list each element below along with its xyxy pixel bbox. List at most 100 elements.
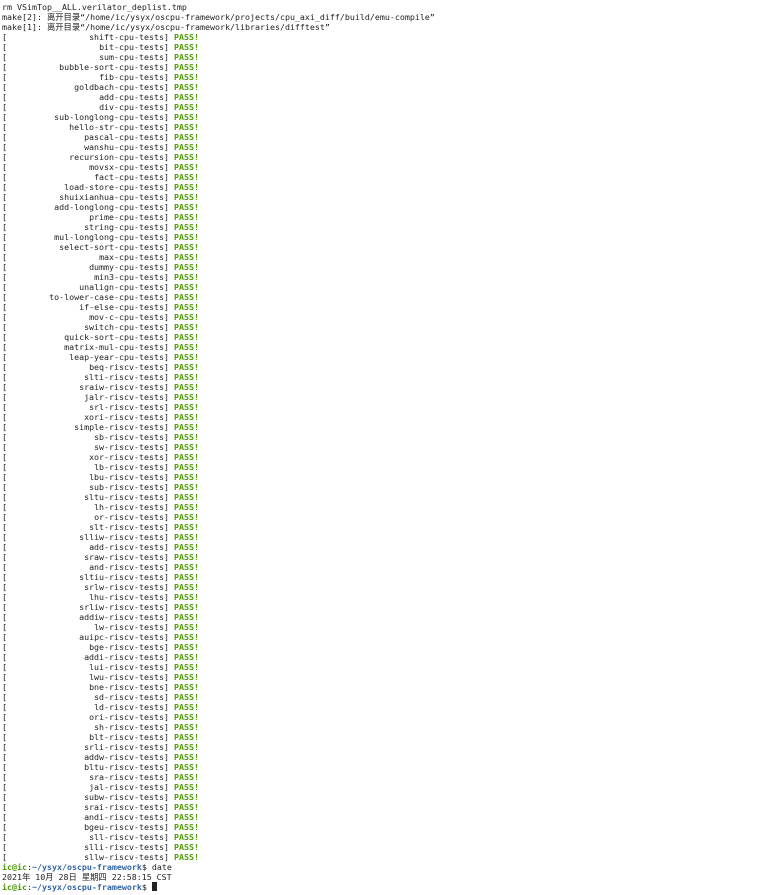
pass-status: PASS! — [174, 682, 199, 692]
bracket-open: [ — [2, 82, 7, 92]
bracket-close: ] — [164, 532, 169, 542]
bracket-open: [ — [2, 662, 7, 672]
pass-status: PASS! — [174, 162, 199, 172]
bracket-open: [ — [2, 632, 7, 642]
test-result-line: [slti-riscv-tests] PASS! — [2, 372, 774, 382]
test-name: div-cpu-tests — [99, 102, 164, 112]
bracket-close: ] — [164, 452, 169, 462]
test-name: bit-cpu-tests — [99, 42, 164, 52]
pass-status: PASS! — [174, 562, 199, 572]
test-result-line: [lbu-riscv-tests] PASS! — [2, 472, 774, 482]
test-name: or-riscv-tests — [94, 512, 164, 522]
pass-status: PASS! — [174, 82, 199, 92]
test-name: sb-riscv-tests — [94, 432, 164, 442]
pass-status: PASS! — [174, 462, 199, 472]
bracket-close: ] — [164, 522, 169, 532]
bracket-close: ] — [164, 72, 169, 82]
test-name: sh-riscv-tests — [94, 722, 164, 732]
test-name: bgeu-riscv-tests — [84, 822, 164, 832]
test-result-line: [div-cpu-tests] PASS! — [2, 102, 774, 112]
pass-status: PASS! — [174, 52, 199, 62]
test-name: pascal-cpu-tests — [84, 132, 164, 142]
pass-status: PASS! — [174, 352, 199, 362]
test-result-line: [sllw-riscv-tests] PASS! — [2, 852, 774, 862]
prompt-separator: : — [26, 882, 32, 892]
pass-status: PASS! — [174, 512, 199, 522]
bracket-open: [ — [2, 302, 7, 312]
bracket-close: ] — [164, 442, 169, 452]
date-output-line: 2021年 10月 28日 星期四 22:58:15 CST — [2, 872, 172, 882]
prompt-line-current[interactable]: ic@ic:~/ysyx/oscpu-framework$ — [2, 882, 774, 892]
pass-status: PASS! — [174, 362, 199, 372]
bracket-open: [ — [2, 102, 7, 112]
test-result-line: [dummy-cpu-tests] PASS! — [2, 262, 774, 272]
pass-status: PASS! — [174, 252, 199, 262]
bracket-close: ] — [164, 332, 169, 342]
bracket-close: ] — [164, 572, 169, 582]
pass-status: PASS! — [174, 792, 199, 802]
test-result-line: [leap-year-cpu-tests] PASS! — [2, 352, 774, 362]
pass-status: PASS! — [174, 692, 199, 702]
test-result-line: [addi-riscv-tests] PASS! — [2, 652, 774, 662]
bracket-open: [ — [2, 712, 7, 722]
prompt-user-host: ic@ic — [2, 882, 27, 892]
test-result-line: [jal-riscv-tests] PASS! — [2, 782, 774, 792]
test-result-line: [bubble-sort-cpu-tests] PASS! — [2, 62, 774, 72]
test-name: add-cpu-tests — [99, 92, 164, 102]
bracket-close: ] — [164, 102, 169, 112]
pass-status: PASS! — [174, 142, 199, 152]
bracket-open: [ — [2, 682, 7, 692]
bracket-open: [ — [2, 232, 7, 242]
bracket-close: ] — [164, 822, 169, 832]
pass-status: PASS! — [174, 812, 199, 822]
test-name: shift-cpu-tests — [89, 32, 164, 42]
test-name: ld-riscv-tests — [94, 702, 164, 712]
bracket-open: [ — [2, 752, 7, 762]
pass-status: PASS! — [174, 502, 199, 512]
pass-status: PASS! — [174, 832, 199, 842]
bracket-close: ] — [164, 752, 169, 762]
command-text: date — [151, 862, 172, 872]
bracket-close: ] — [164, 792, 169, 802]
pass-status: PASS! — [174, 552, 199, 562]
pass-status: PASS! — [174, 312, 199, 322]
pass-status: PASS! — [174, 432, 199, 442]
bracket-close: ] — [164, 172, 169, 182]
pass-status: PASS! — [174, 122, 199, 132]
pass-status: PASS! — [174, 272, 199, 282]
bracket-open: [ — [2, 402, 7, 412]
bracket-close: ] — [164, 62, 169, 72]
pass-status: PASS! — [174, 332, 199, 342]
bracket-open: [ — [2, 172, 7, 182]
test-result-line: [add-longlong-cpu-tests] PASS! — [2, 202, 774, 212]
bracket-close: ] — [164, 192, 169, 202]
test-result-line: [sltiu-riscv-tests] PASS! — [2, 572, 774, 582]
test-name: lh-riscv-tests — [94, 502, 164, 512]
test-name: and-riscv-tests — [89, 562, 164, 572]
bracket-close: ] — [164, 322, 169, 332]
test-name: min3-cpu-tests — [94, 272, 164, 282]
bracket-close: ] — [164, 732, 169, 742]
text-cursor[interactable] — [151, 882, 157, 891]
pass-status: PASS! — [174, 702, 199, 712]
pass-status: PASS! — [174, 232, 199, 242]
bracket-open: [ — [2, 152, 7, 162]
pass-status: PASS! — [174, 322, 199, 332]
test-result-line: [sd-riscv-tests] PASS! — [2, 692, 774, 702]
bracket-open: [ — [2, 182, 7, 192]
bracket-open: [ — [2, 432, 7, 442]
bracket-close: ] — [164, 842, 169, 852]
test-name: mov-c-cpu-tests — [89, 312, 164, 322]
pass-status: PASS! — [174, 72, 199, 82]
bracket-open: [ — [2, 422, 7, 432]
bracket-open: [ — [2, 652, 7, 662]
test-name: sub-longlong-cpu-tests — [54, 112, 164, 122]
bracket-close: ] — [164, 112, 169, 122]
bracket-open: [ — [2, 672, 7, 682]
pass-status: PASS! — [174, 382, 199, 392]
bracket-close: ] — [164, 712, 169, 722]
test-result-line: [sraw-riscv-tests] PASS! — [2, 552, 774, 562]
test-name: movsx-cpu-tests — [89, 162, 164, 172]
bracket-open: [ — [2, 692, 7, 702]
